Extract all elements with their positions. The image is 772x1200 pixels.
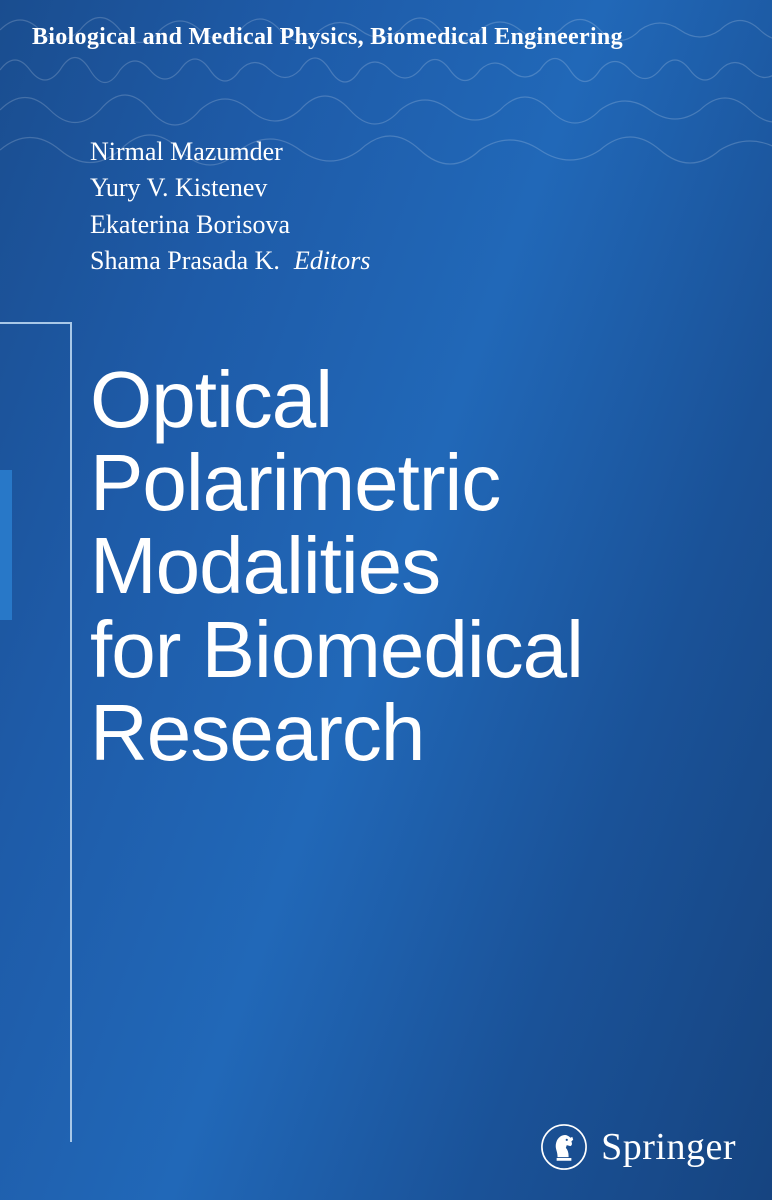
series-label: Biological and Medical Physics, Biomedic… [32,24,623,51]
editor-name: Ekaterina Borisova [90,207,370,243]
publisher-name: Springer [601,1125,736,1169]
title-line: for Biomedical [90,608,583,691]
title-line: Modalities [90,524,583,607]
editor-name: Yury V. Kistenev [90,170,370,206]
editor-name: Nirmal Mazumder [90,134,370,170]
title-line: Research [90,691,583,774]
editor-name: Shama Prasada K. [90,246,280,275]
horizontal-rule [0,322,70,324]
publisher-block: Springer [541,1124,736,1170]
book-title: Optical Polarimetric Modalities for Biom… [90,358,583,774]
accent-bar [0,470,12,620]
title-line: Polarimetric [90,441,583,524]
editor-row-last: Shama Prasada K. Editors [90,243,370,279]
editors-block: Nirmal Mazumder Yury V. Kistenev Ekateri… [90,134,370,280]
title-line: Optical [90,358,583,441]
chess-horse-icon [541,1124,587,1170]
vertical-rule [70,322,72,1142]
editors-role: Editors [294,246,371,275]
